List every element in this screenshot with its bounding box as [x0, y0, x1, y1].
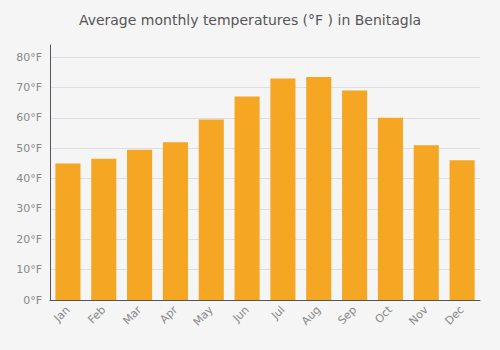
- svg-text:Average monthly temperatures (: Average monthly temperatures (°F ) in Be…: [79, 12, 421, 28]
- svg-text:50°F: 50°F: [16, 142, 42, 155]
- svg-text:20°F: 20°F: [16, 233, 42, 246]
- svg-text:Mar: Mar: [120, 303, 144, 327]
- svg-text:Apr: Apr: [157, 303, 180, 326]
- svg-text:60°F: 60°F: [16, 111, 42, 124]
- svg-text:40°F: 40°F: [16, 172, 42, 185]
- svg-text:Nov: Nov: [406, 303, 431, 328]
- svg-text:Oct: Oct: [372, 303, 395, 326]
- svg-text:May: May: [191, 303, 217, 329]
- svg-text:10°F: 10°F: [16, 263, 42, 276]
- svg-text:Jun: Jun: [230, 303, 252, 325]
- svg-text:Feb: Feb: [85, 303, 108, 326]
- svg-text:30°F: 30°F: [16, 202, 42, 215]
- svg-text:80°F: 80°F: [16, 51, 42, 64]
- svg-text:Aug: Aug: [299, 303, 323, 327]
- svg-text:Dec: Dec: [442, 303, 466, 327]
- svg-text:Sep: Sep: [335, 303, 359, 327]
- svg-text:Jul: Jul: [268, 303, 287, 322]
- svg-text:Jan: Jan: [51, 303, 73, 325]
- svg-text:70°F: 70°F: [16, 81, 42, 94]
- svg-text:0°F: 0°F: [23, 294, 42, 307]
